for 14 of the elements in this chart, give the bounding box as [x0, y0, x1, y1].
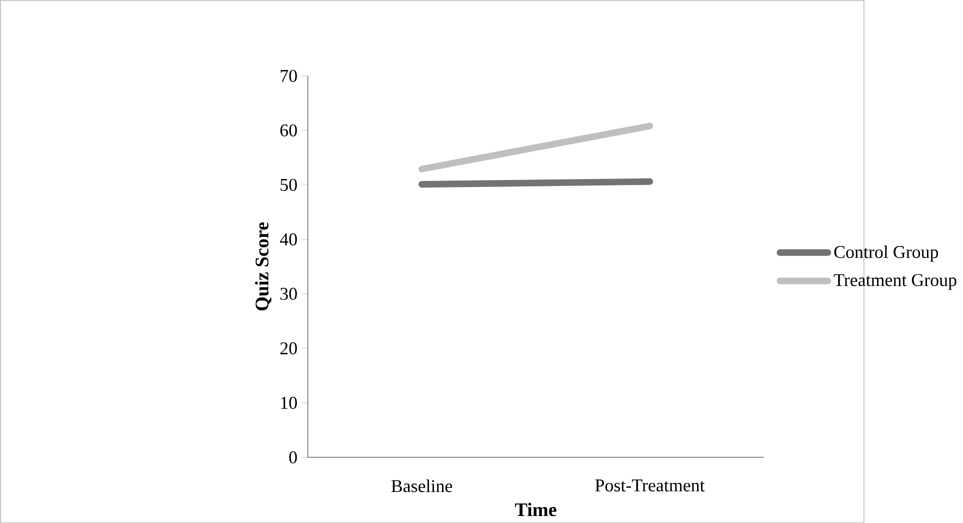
- legend-label: Control Group: [834, 245, 938, 262]
- x-tick-label: Post-Treatment: [595, 479, 705, 492]
- y-tick-label: 20: [280, 342, 297, 354]
- y-axis-title: Quiz Score: [255, 222, 272, 310]
- x-axis-title: Time: [514, 502, 556, 516]
- y-tick-label: 10: [281, 396, 297, 409]
- y-tick-label: 40: [280, 233, 297, 246]
- y-tick-label: 60: [280, 124, 297, 136]
- y-tick-label: 50: [280, 178, 297, 191]
- legend-label: Treatment Group: [834, 274, 956, 290]
- x-tick-label: Baseline: [391, 479, 452, 492]
- y-tick-label: 30: [280, 288, 297, 300]
- y-tick-label: 0: [289, 451, 297, 464]
- y-tick-label: 70: [280, 70, 297, 82]
